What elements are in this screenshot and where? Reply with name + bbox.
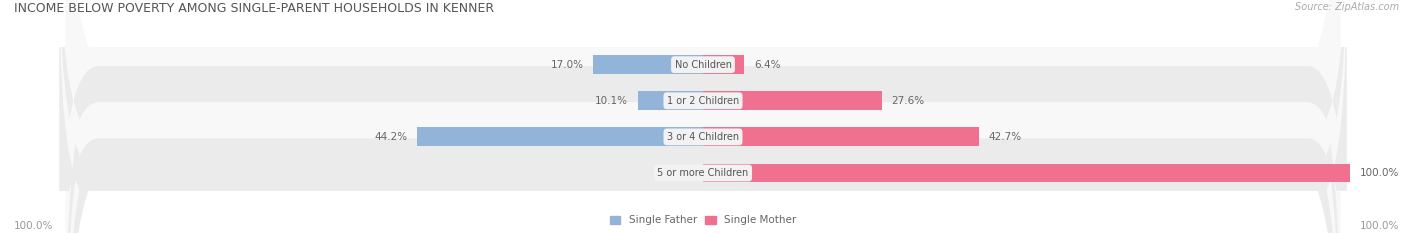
Bar [593, 55, 703, 74]
Text: 100.0%: 100.0% [1360, 168, 1399, 178]
Bar [703, 164, 1350, 182]
Text: 10.1%: 10.1% [595, 96, 628, 106]
Text: 1 or 2 Children: 1 or 2 Children [666, 96, 740, 106]
Text: 17.0%: 17.0% [550, 60, 583, 70]
FancyBboxPatch shape [66, 0, 1340, 233]
FancyBboxPatch shape [66, 0, 1340, 233]
Text: 42.7%: 42.7% [988, 132, 1022, 142]
Bar [638, 91, 703, 110]
FancyBboxPatch shape [66, 0, 1340, 233]
FancyBboxPatch shape [59, 0, 1347, 233]
Text: 3 or 4 Children: 3 or 4 Children [666, 132, 740, 142]
Text: 5 or more Children: 5 or more Children [658, 168, 748, 178]
Text: 100.0%: 100.0% [14, 221, 53, 231]
Text: 44.2%: 44.2% [374, 132, 408, 142]
Text: INCOME BELOW POVERTY AMONG SINGLE-PARENT HOUSEHOLDS IN KENNER: INCOME BELOW POVERTY AMONG SINGLE-PARENT… [14, 2, 494, 15]
FancyBboxPatch shape [59, 0, 1347, 233]
FancyBboxPatch shape [59, 0, 1347, 233]
Text: Source: ZipAtlas.com: Source: ZipAtlas.com [1295, 2, 1399, 12]
Text: 0.0%: 0.0% [666, 168, 693, 178]
Text: 27.6%: 27.6% [891, 96, 924, 106]
Bar [703, 91, 882, 110]
Legend: Single Father, Single Mother: Single Father, Single Mother [610, 216, 796, 226]
FancyBboxPatch shape [66, 0, 1340, 233]
Text: 6.4%: 6.4% [754, 60, 780, 70]
Bar [703, 55, 744, 74]
FancyBboxPatch shape [59, 0, 1347, 233]
Text: 100.0%: 100.0% [1360, 221, 1399, 231]
Text: No Children: No Children [675, 60, 731, 70]
Bar [418, 127, 703, 146]
Bar [703, 127, 979, 146]
